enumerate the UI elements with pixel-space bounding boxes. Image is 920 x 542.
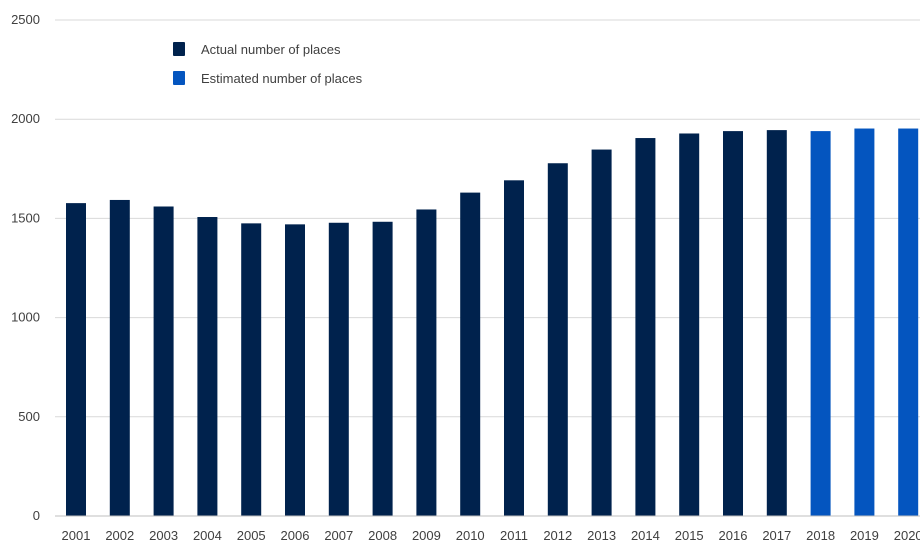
x-tick-label: 2007 (324, 528, 353, 542)
x-tick-label: 2006 (281, 528, 310, 542)
bar-2004 (197, 217, 218, 516)
bar-2002 (109, 199, 130, 517)
bar-2016 (723, 131, 743, 516)
x-tick-label: 2012 (543, 528, 572, 542)
x-axis-tick-labels: 2001 2002 2003 2004 2005 2006 2007 2008 2009 2010… (62, 528, 920, 542)
x-tick-label: 2015 (675, 528, 704, 542)
legend-label-actual: Actual number of places (201, 42, 341, 57)
x-tick-label: 2003 (149, 528, 178, 542)
bar-2009 (416, 209, 437, 517)
bar-2005 (241, 223, 262, 517)
x-tick-label: 2020 (894, 528, 920, 542)
y-tick-label: 2000 (11, 111, 40, 126)
x-tick-label: 2014 (631, 528, 660, 542)
x-tick-label: 2013 (587, 528, 616, 542)
x-tick-label: 2019 (850, 528, 879, 542)
bars (66, 128, 919, 517)
bar-2010 (460, 192, 481, 516)
x-tick-label: 2008 (368, 528, 397, 542)
y-tick-label: 1000 (11, 310, 40, 325)
bar-2008 (372, 221, 393, 516)
bar-2015 (679, 133, 700, 516)
bar-2006 (285, 224, 305, 517)
legend-swatch-actual (173, 42, 185, 56)
bar-2017 (766, 130, 787, 516)
bar-2012 (547, 163, 568, 516)
x-tick-label: 2009 (412, 528, 441, 542)
bar-2018 (810, 131, 831, 516)
x-tick-label: 2001 (62, 528, 91, 542)
bar-2007 (328, 222, 349, 516)
x-tick-label: 2002 (105, 528, 134, 542)
bar-2003 (153, 206, 174, 516)
x-tick-label: 2005 (237, 528, 266, 542)
legend-swatch-estimated (173, 71, 185, 85)
x-tick-label: 2018 (806, 528, 835, 542)
bar-2011 (504, 180, 524, 517)
y-tick-label: 500 (18, 409, 40, 424)
y-axis-tick-labels: 0 500 1000 1500 2000 2500 (11, 12, 40, 523)
bar-2013 (591, 149, 612, 516)
x-tick-label: 2016 (719, 528, 748, 542)
y-tick-label: 2500 (11, 12, 40, 27)
bar-2020 (898, 128, 919, 517)
y-tick-label: 0 (33, 508, 40, 523)
x-tick-label: 2010 (456, 528, 485, 542)
legend-label-estimated: Estimated number of places (201, 71, 363, 86)
y-tick-label: 1500 (11, 210, 40, 225)
x-tick-label: 2017 (762, 528, 791, 542)
x-tick-label: 2004 (193, 528, 222, 542)
x-tick-label: 2011 (500, 528, 528, 542)
bar-2014 (635, 138, 656, 516)
bar-2001 (66, 203, 86, 516)
legend: Actual number of places Estimated number… (173, 42, 363, 86)
bar-2019 (854, 128, 875, 517)
